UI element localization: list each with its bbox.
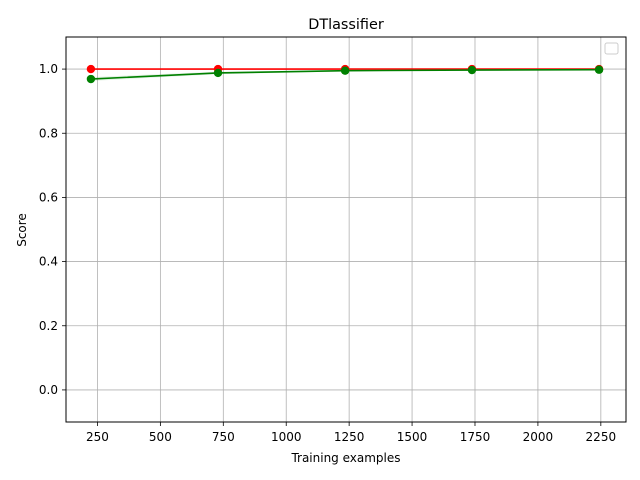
series-2-point <box>86 74 96 84</box>
y-axis-ticks: 0.0 0.2 0.4 0.6 0.8 1.0 <box>39 62 66 397</box>
y-tick-label: 0.0 <box>39 383 58 397</box>
x-axis-label: Training examples <box>290 451 400 465</box>
x-tick-label: 250 <box>86 430 109 444</box>
series-2-point <box>594 65 604 74</box>
x-tick-label: 1000 <box>271 430 302 444</box>
legend-box <box>604 42 619 55</box>
chart-title: DTlassifier <box>308 17 384 33</box>
y-tick-label: 0.6 <box>39 190 58 204</box>
y-axis-label: Score <box>15 213 29 247</box>
x-tick-label: 1250 <box>334 430 365 444</box>
x-axis-ticks: 250 500 750 1000 1250 1500 1750 2000 2250 <box>86 422 616 444</box>
series-2-point <box>467 65 477 75</box>
y-tick-label: 0.2 <box>39 319 58 333</box>
series-2-point <box>340 66 350 75</box>
x-tick-label: 2000 <box>523 430 554 444</box>
series-2-point <box>213 68 223 78</box>
y-tick-label: 0.8 <box>39 126 58 140</box>
x-tick-label: 2250 <box>586 430 617 444</box>
x-tick-label: 750 <box>212 430 235 444</box>
y-tick-label: 0.4 <box>39 255 58 269</box>
grid-lines <box>66 37 626 422</box>
x-tick-label: 1750 <box>460 430 491 444</box>
x-tick-label: 1500 <box>397 430 428 444</box>
y-tick-label: 1.0 <box>39 62 58 76</box>
series-1-point <box>86 64 96 74</box>
series-points <box>86 64 604 84</box>
plot-frame <box>65 36 627 423</box>
x-tick-label: 500 <box>149 430 172 444</box>
